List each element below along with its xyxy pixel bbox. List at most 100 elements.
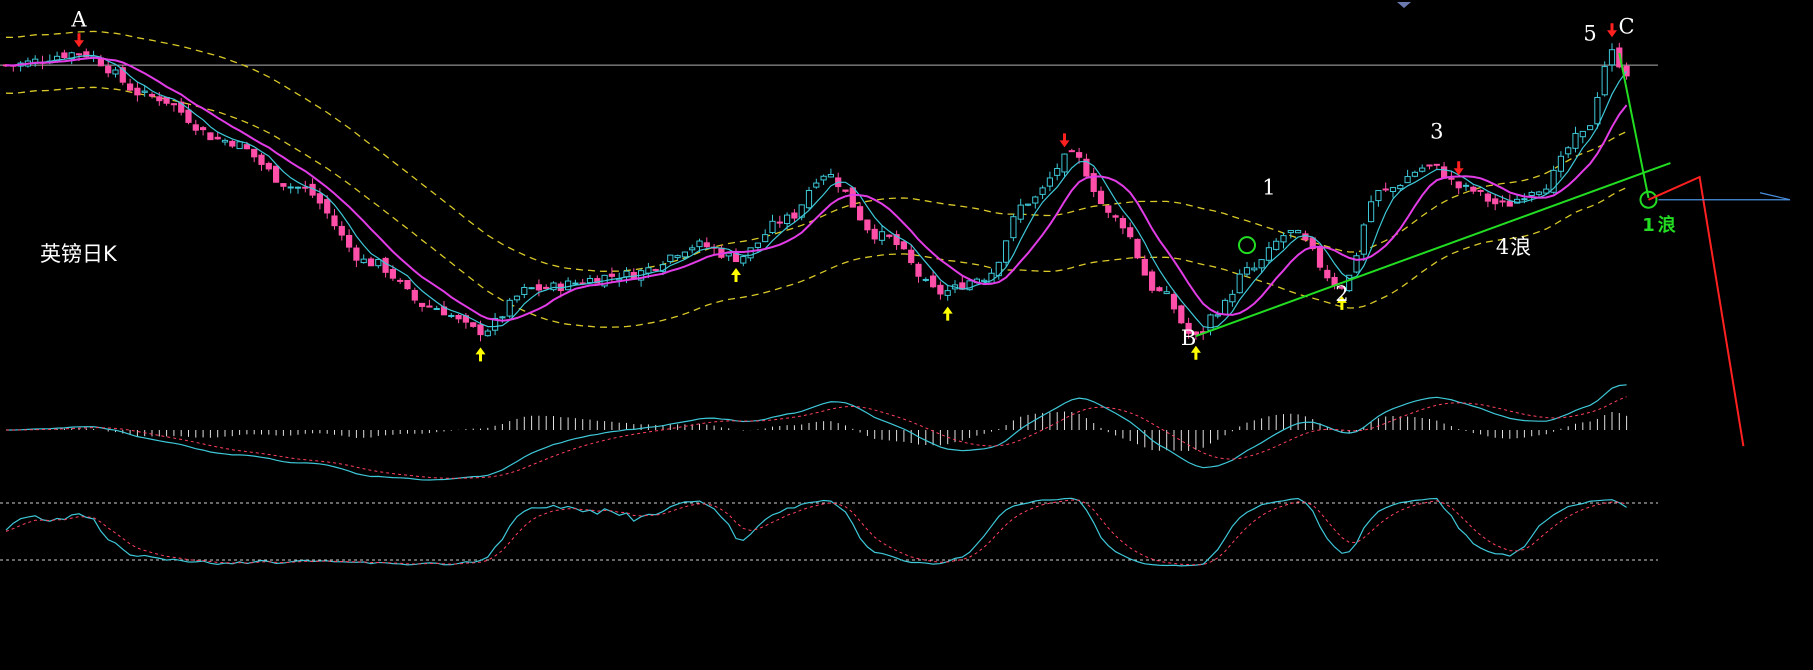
candle-body xyxy=(1017,204,1024,220)
candle xyxy=(192,119,199,136)
candle-body xyxy=(908,249,915,264)
candle xyxy=(586,275,594,284)
candle-body xyxy=(944,290,951,296)
candle-body xyxy=(805,189,813,209)
candle xyxy=(959,275,966,291)
candle xyxy=(1003,240,1010,267)
lower-band xyxy=(5,86,1627,328)
candle xyxy=(163,96,170,106)
wave-label: 4 xyxy=(1496,235,1509,259)
candle-body xyxy=(1433,163,1440,166)
candle-body xyxy=(1587,125,1594,131)
candle-body xyxy=(820,175,827,181)
candle xyxy=(805,186,813,210)
candle xyxy=(1112,214,1119,222)
candle xyxy=(141,85,148,97)
candle xyxy=(433,305,440,311)
candle xyxy=(784,212,791,230)
candle xyxy=(762,229,769,243)
candle xyxy=(747,247,754,262)
candle-body xyxy=(550,282,557,291)
candle-body xyxy=(1010,216,1017,239)
candle-body xyxy=(594,278,601,284)
candle-body xyxy=(1149,271,1156,291)
candle-body xyxy=(492,317,499,331)
candle xyxy=(1579,130,1586,144)
wave-4-circle xyxy=(1238,236,1256,255)
candle-body xyxy=(1477,189,1484,192)
upper-band xyxy=(5,30,1627,272)
sell-arrow-icon xyxy=(74,33,84,48)
candle-body xyxy=(221,139,229,143)
sell-arrow-icon xyxy=(1607,23,1617,38)
candle xyxy=(324,195,331,219)
candle-body xyxy=(1557,155,1565,172)
candle xyxy=(1061,153,1068,177)
candle-body xyxy=(229,140,236,147)
candle xyxy=(849,187,856,208)
candle xyxy=(1565,146,1572,159)
candle-body xyxy=(1382,188,1389,191)
candle xyxy=(725,251,732,262)
candle xyxy=(1324,264,1331,282)
candle-body xyxy=(1141,258,1148,276)
candle-body xyxy=(754,242,761,248)
candle xyxy=(1411,170,1419,178)
macd-dea-line xyxy=(5,396,1627,479)
candle xyxy=(1185,317,1192,339)
candle-body xyxy=(1258,259,1265,269)
candle-body xyxy=(1389,187,1397,192)
candle xyxy=(769,214,776,235)
candle xyxy=(1032,195,1039,209)
candle-body xyxy=(265,162,272,170)
candle xyxy=(827,168,834,178)
candle-body xyxy=(1273,240,1280,250)
candle-body xyxy=(75,53,83,56)
wave-1-circle xyxy=(1639,190,1658,209)
kdj-panel xyxy=(0,497,1658,567)
candle-body xyxy=(1368,201,1375,223)
candle xyxy=(718,245,725,259)
candle xyxy=(1426,164,1433,170)
candle xyxy=(893,230,900,250)
candle-body xyxy=(922,278,929,281)
candle xyxy=(565,277,572,291)
candle-body xyxy=(1024,203,1032,206)
ma-band-lines xyxy=(5,30,1627,328)
candle-body xyxy=(1470,186,1477,192)
candle xyxy=(857,202,864,221)
candle xyxy=(492,312,499,336)
candle-body xyxy=(1054,167,1061,176)
candle xyxy=(667,254,674,265)
candle-body xyxy=(1039,187,1046,195)
candle xyxy=(1119,215,1127,235)
candle xyxy=(148,92,156,99)
wave-1-line xyxy=(1618,52,1650,199)
candle xyxy=(871,224,878,244)
candle-body xyxy=(1375,190,1382,202)
candle-body xyxy=(331,215,338,227)
candle-body xyxy=(871,228,878,240)
candle-body xyxy=(747,247,754,259)
candle xyxy=(331,209,338,230)
candle-body xyxy=(623,270,630,278)
candle-body xyxy=(1441,166,1448,179)
wave-label: A xyxy=(70,8,87,32)
candle-body xyxy=(302,186,309,189)
candle xyxy=(696,238,703,252)
candle xyxy=(674,254,681,260)
candle-body xyxy=(1411,171,1419,177)
candle xyxy=(1360,223,1367,262)
candle xyxy=(499,315,506,323)
candle xyxy=(1375,190,1382,207)
candle-body xyxy=(813,182,820,188)
sell-arrow-icon xyxy=(1059,133,1070,148)
candle-body xyxy=(1455,181,1462,189)
candle-body xyxy=(776,221,783,224)
candle-body xyxy=(1097,190,1105,205)
candle-body xyxy=(119,67,126,83)
candle-body xyxy=(1448,177,1455,180)
candle-body xyxy=(893,234,900,246)
candle xyxy=(1382,182,1389,193)
